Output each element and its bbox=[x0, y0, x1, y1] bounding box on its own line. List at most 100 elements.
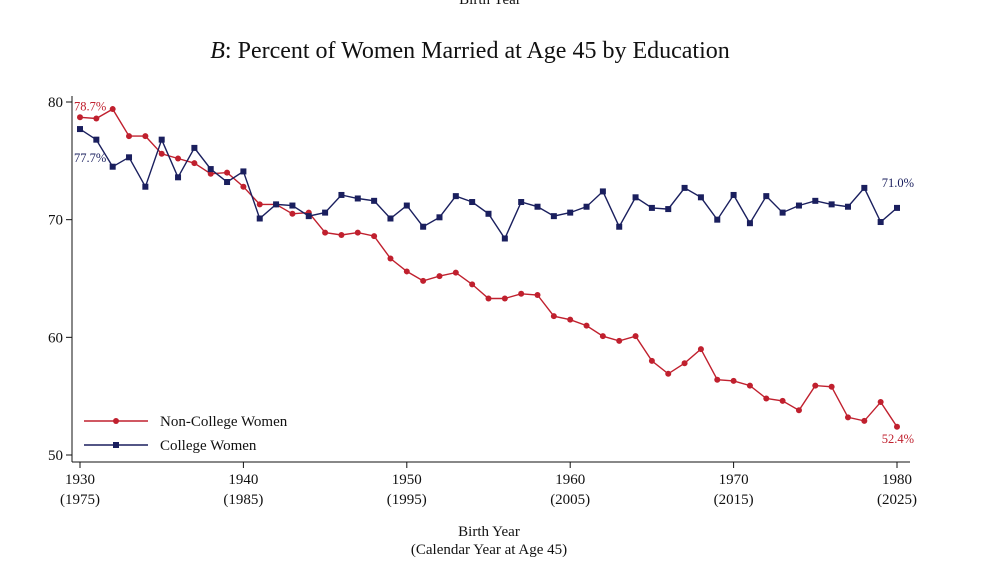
data-point bbox=[795, 407, 802, 414]
data-point bbox=[861, 417, 868, 424]
data-point bbox=[452, 269, 459, 276]
data-point bbox=[109, 163, 116, 170]
data-point bbox=[175, 155, 182, 162]
data-point bbox=[583, 203, 590, 210]
data-point bbox=[207, 166, 214, 173]
y-tick-label: 60 bbox=[48, 330, 63, 346]
x-tick-sublabel: (2015) bbox=[714, 492, 754, 508]
data-point bbox=[583, 322, 590, 329]
x-axis-ticks: 1930 (1975) 1940 (1985) 1950 (1995) 1960 (2005)… bbox=[60, 462, 917, 508]
data-point bbox=[714, 376, 721, 383]
data-point bbox=[224, 179, 231, 186]
data-point bbox=[648, 204, 655, 211]
data-point bbox=[763, 395, 770, 402]
data-point bbox=[485, 295, 492, 302]
data-point bbox=[550, 213, 557, 220]
data-point bbox=[697, 194, 704, 201]
data-point bbox=[648, 357, 655, 364]
data-point bbox=[387, 255, 394, 262]
data-point bbox=[746, 382, 753, 389]
data-point bbox=[469, 281, 476, 288]
data-point bbox=[126, 133, 133, 140]
legend-item: Non-College Women bbox=[84, 414, 288, 430]
data-point bbox=[289, 210, 296, 217]
x-tick-label: 1940 bbox=[228, 472, 258, 488]
data-point bbox=[812, 197, 819, 204]
data-point bbox=[371, 197, 378, 204]
data-point bbox=[681, 360, 688, 367]
series-line bbox=[79, 108, 898, 428]
data-point bbox=[795, 202, 802, 209]
data-point bbox=[240, 168, 247, 175]
data-point bbox=[861, 184, 868, 191]
x-tick-sublabel: (2005) bbox=[550, 492, 590, 508]
data-point bbox=[256, 215, 263, 222]
data-point bbox=[273, 201, 280, 208]
clipped-top-label: Birth Year bbox=[459, 0, 521, 8]
data-point bbox=[665, 370, 672, 377]
y-tick-label: 80 bbox=[48, 95, 63, 111]
legend-swatch-marker bbox=[113, 442, 119, 448]
data-point bbox=[894, 204, 900, 211]
data-point bbox=[567, 209, 574, 216]
data-point bbox=[142, 183, 149, 190]
x-tick-label: 1930 bbox=[65, 472, 95, 488]
data-point bbox=[485, 210, 492, 217]
data-point bbox=[828, 383, 835, 390]
legend: Non-College Women College Women bbox=[84, 414, 288, 454]
data-point bbox=[322, 229, 329, 236]
data-point bbox=[730, 191, 737, 198]
x-tick-sublabel: (1985) bbox=[223, 492, 263, 508]
x-axis-label: Birth Year bbox=[458, 524, 520, 540]
data-point bbox=[812, 382, 819, 389]
data-point bbox=[534, 203, 541, 210]
data-point bbox=[632, 194, 639, 201]
data-point bbox=[501, 295, 508, 302]
x-tick-label: 1970 bbox=[719, 472, 749, 488]
data-point bbox=[534, 291, 541, 298]
data-point bbox=[436, 214, 443, 221]
data-point bbox=[338, 231, 345, 238]
y-tick-label: 70 bbox=[48, 213, 63, 229]
data-point bbox=[501, 235, 508, 242]
end-label-last: 52.4% bbox=[882, 432, 914, 446]
data-point bbox=[730, 377, 737, 384]
data-point bbox=[207, 170, 214, 177]
data-point bbox=[452, 193, 459, 200]
data-point bbox=[469, 199, 476, 206]
data-point bbox=[240, 183, 247, 190]
data-point bbox=[142, 133, 149, 140]
data-point bbox=[665, 206, 672, 213]
legend-label: Non-College Women bbox=[160, 414, 288, 430]
end-label-first: 78.7% bbox=[74, 99, 106, 113]
end-label-last: 71.0% bbox=[882, 176, 914, 190]
x-tick-label: 1950 bbox=[392, 472, 422, 488]
data-point bbox=[550, 313, 557, 320]
data-point bbox=[387, 215, 394, 222]
data-point bbox=[616, 337, 623, 344]
data-point bbox=[420, 277, 427, 284]
data-point bbox=[894, 423, 900, 430]
data-point bbox=[371, 233, 378, 240]
data-point bbox=[567, 316, 574, 323]
data-point bbox=[403, 202, 410, 209]
x-axis-label-sub: (Calendar Year at Age 45) bbox=[411, 542, 567, 558]
data-point bbox=[632, 333, 639, 340]
chart-title-prefix: B bbox=[210, 38, 225, 64]
legend-label: College Women bbox=[160, 438, 257, 454]
data-point bbox=[844, 203, 851, 210]
data-point bbox=[714, 216, 721, 223]
data-point bbox=[518, 290, 525, 297]
data-point bbox=[338, 191, 345, 198]
data-point bbox=[599, 333, 606, 340]
y-tick-label: 50 bbox=[48, 448, 63, 464]
data-point bbox=[779, 209, 786, 216]
data-point bbox=[158, 136, 165, 143]
data-point bbox=[93, 136, 100, 143]
data-point bbox=[322, 209, 329, 216]
series-line bbox=[79, 128, 898, 240]
data-point bbox=[681, 184, 688, 191]
series-college bbox=[77, 126, 900, 242]
x-tick-sublabel: (2025) bbox=[877, 492, 917, 508]
series-non-college bbox=[77, 106, 900, 430]
